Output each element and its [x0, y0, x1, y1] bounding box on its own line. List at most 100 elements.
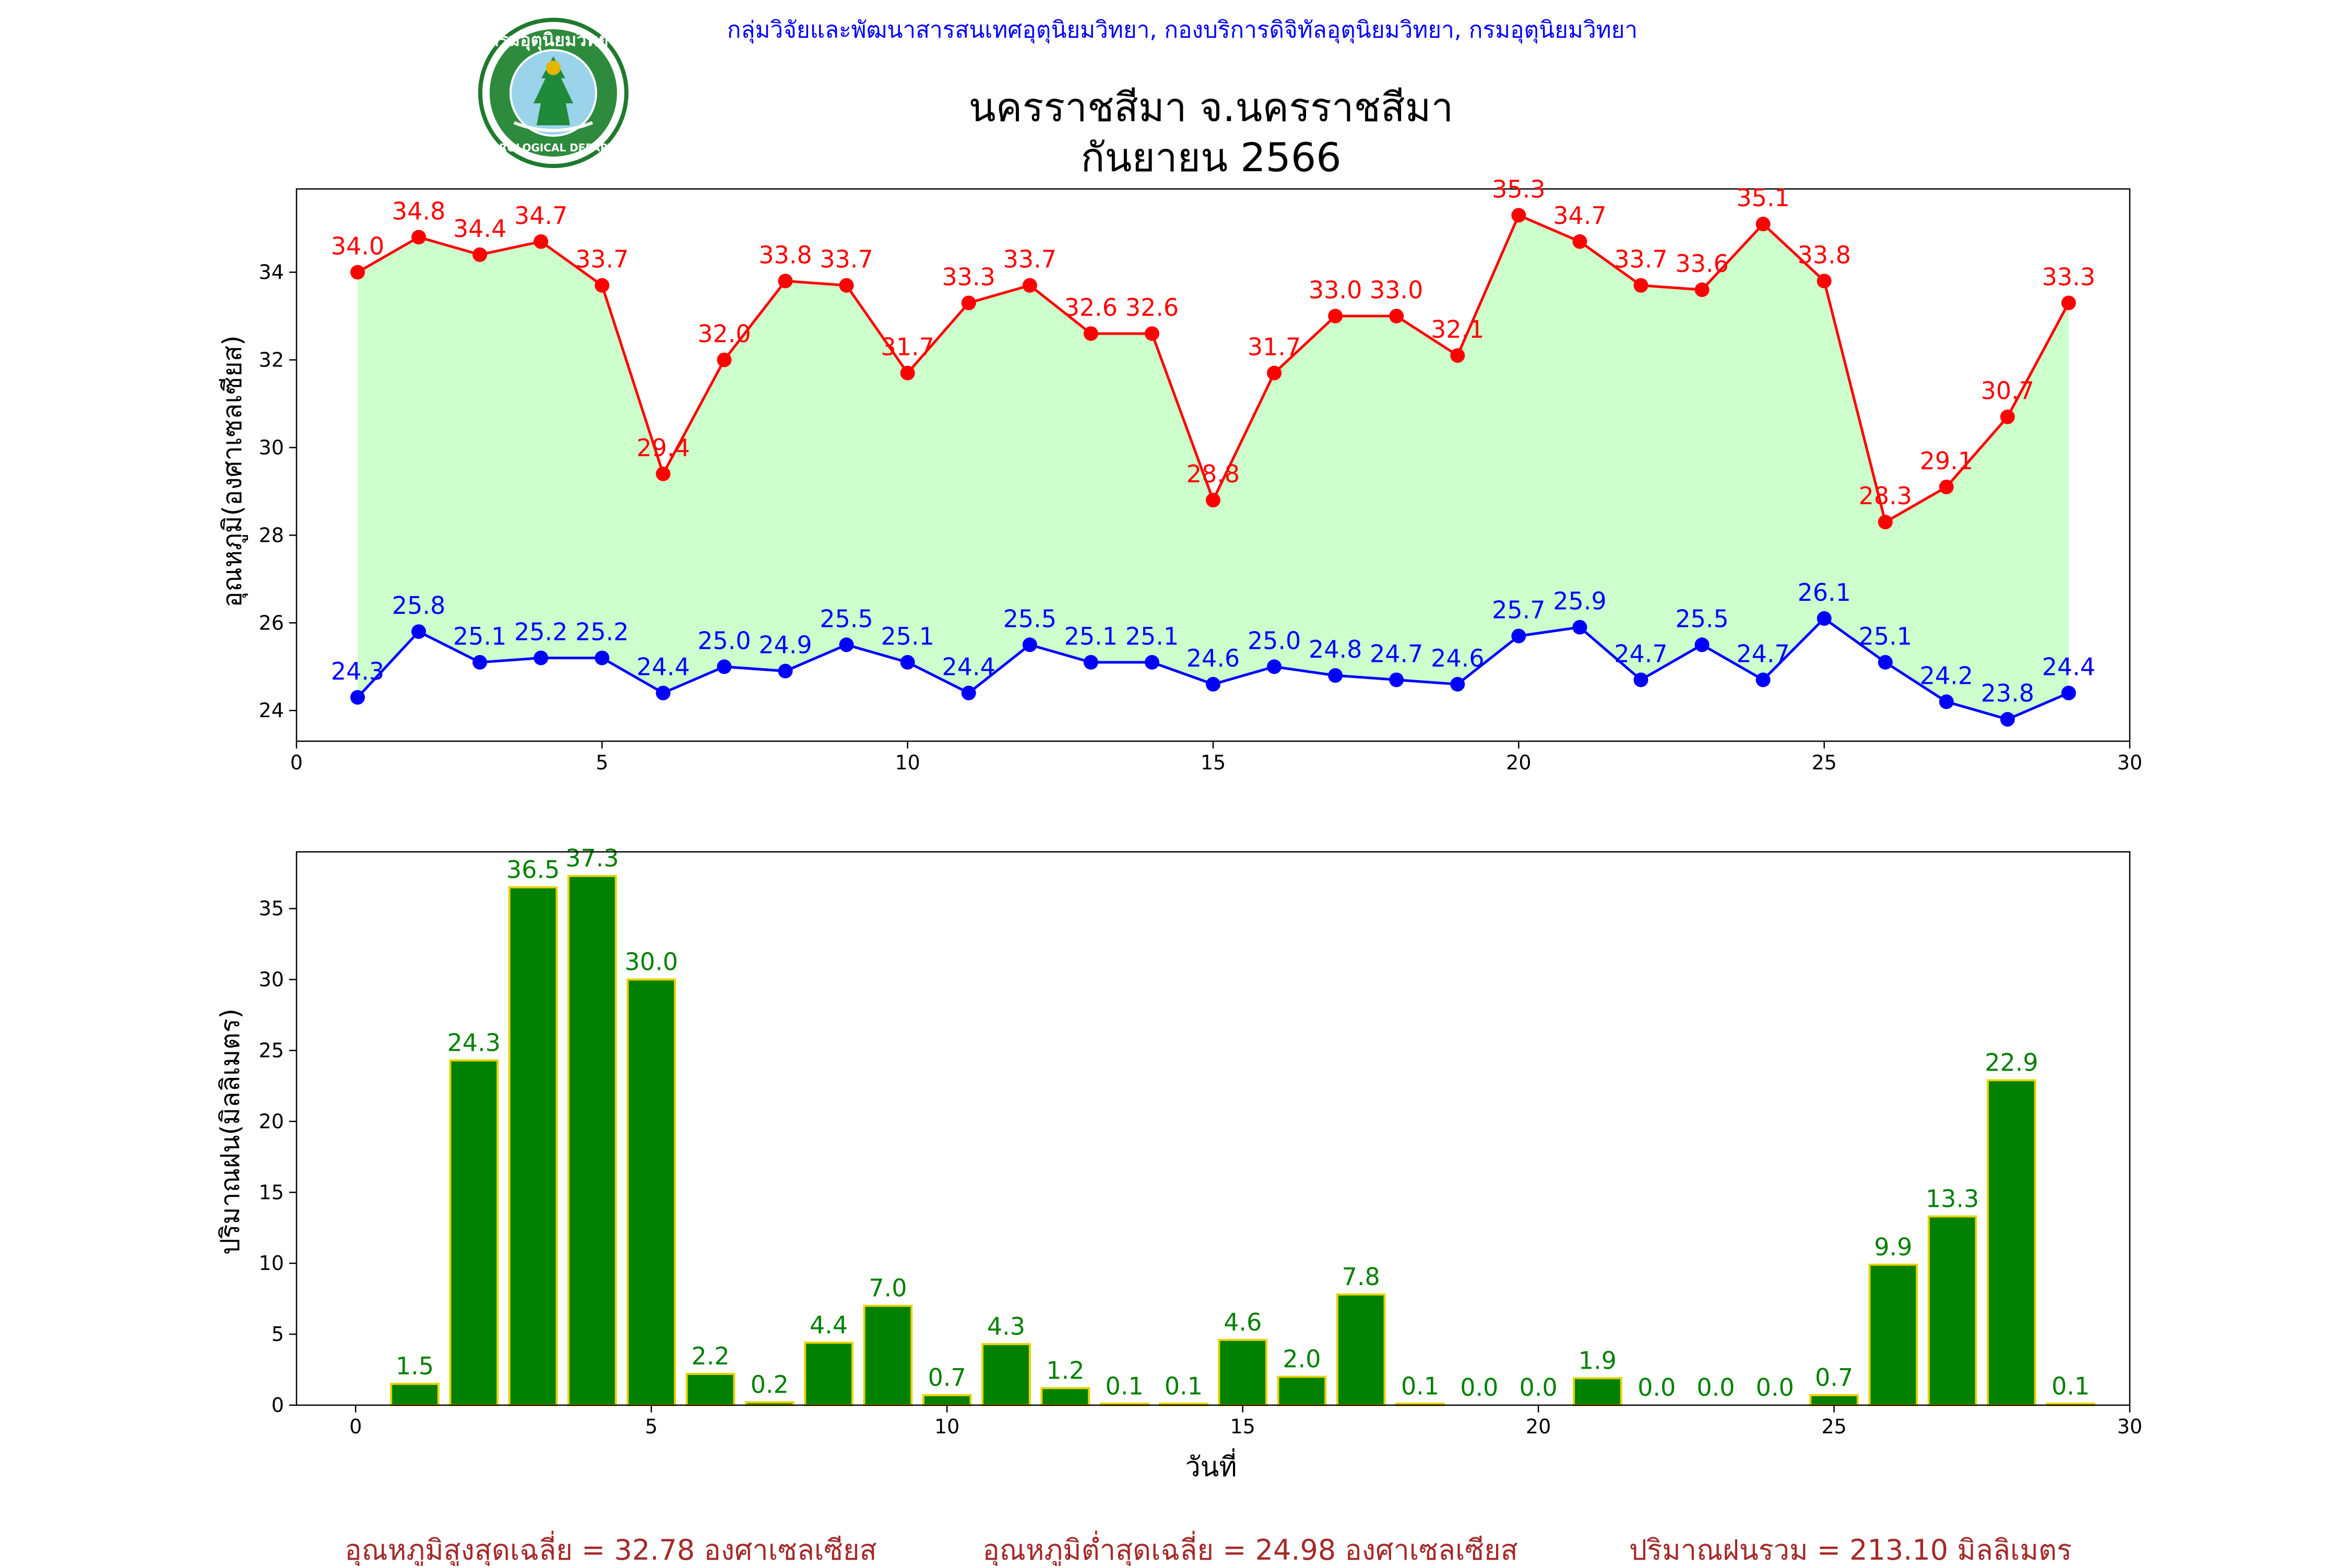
max-temperature-series: 34.0 34.8 34.4 34.7 33.7 29.4 32.0 33.8 33.7 31.7…: [331, 175, 2095, 530]
rainfall-data-label: 4.6: [1224, 1308, 1262, 1336]
meteorological-department-logo: กรมอุตุนิยมวิทยา METEOROLOGICAL DEPARTME…: [458, 18, 648, 168]
min-temperature-data-label: 24.6: [1431, 644, 1484, 672]
min-temperature-point: [1144, 655, 1159, 670]
min-temperature-data-label: 25.1: [453, 622, 506, 650]
rainfall-data-label: 0.7: [928, 1363, 966, 1392]
rainfall-bars: 1.5 24.3 36.5 37.3 30.0 2.2 0.2 4.4 7.0 0.7 4.3 1.2…: [390, 844, 2096, 1407]
max-temperature-data-label: 28.8: [1187, 460, 1240, 488]
max-temperature-data-label: 34.8: [392, 197, 445, 225]
min-temperature-data-label: 25.0: [1248, 626, 1301, 655]
rainfall-x-tick-label: 25: [1821, 1415, 1846, 1438]
max-temperature-data-label: 33.8: [1797, 241, 1850, 269]
rainfall-x-tick-label: 10: [934, 1415, 959, 1438]
max-temperature-data-label: 35.3: [1492, 175, 1545, 203]
temperature-x-tick-label: 30: [2117, 751, 2142, 774]
min-temperature-point: [839, 637, 854, 652]
min-temperature-data-label: 25.5: [820, 604, 873, 633]
rainfall-bar: [1809, 1394, 1859, 1407]
max-temperature-data-label: 33.7: [1614, 245, 1667, 274]
min-temperature-data-label: 24.4: [636, 653, 690, 681]
max-temperature-data-label: 33.3: [942, 263, 995, 291]
min-temperature-data-label: 23.8: [1981, 679, 2034, 707]
rainfall-bar: [1573, 1377, 1622, 1406]
min-temperature-point: [1755, 672, 1771, 687]
temperature-x-tick-label: 20: [1506, 751, 1531, 774]
temperature-y-axis-label: อุณหภูมิ(องศาเซลเซียส): [217, 335, 248, 607]
temperature-axes: 0 5 10 15 20 25 30 24 26 28 30 32 34: [259, 188, 2142, 774]
temperature-x-tick-label: 5: [596, 751, 608, 774]
rainfall-y-tick-label: 25: [259, 1039, 284, 1062]
rainfall-bar: [1040, 1387, 1090, 1406]
max-temperature-point: [472, 247, 488, 262]
rainfall-data-label: 1.5: [396, 1352, 434, 1380]
max-temperature-point: [1694, 282, 1710, 298]
rainfall-chart: 1.5 24.3 36.5 37.3 30.0 2.2 0.2 4.4 7.0 0.7 4.3 1.2…: [215, 844, 2142, 1483]
max-temperature-data-label: 33.7: [575, 245, 628, 274]
max-temperature-data-label: 33.0: [1370, 276, 1423, 304]
min-temperature-point: [717, 659, 732, 674]
max-temperature-point: [1389, 308, 1404, 324]
min-temperature-data-label: 25.5: [1003, 604, 1057, 633]
rainfall-bar: [1987, 1079, 2036, 1407]
rainfall-data-label: 0.1: [1105, 1372, 1143, 1400]
min-temperature-data-label: 25.7: [1492, 596, 1545, 624]
max-temperature-point: [411, 230, 426, 245]
max-temperature-point: [1022, 278, 1037, 293]
max-temperature-data-label: 33.8: [758, 241, 812, 269]
rainfall-data-label: 4.3: [987, 1312, 1025, 1340]
rainfall-y-tick-label: 30: [259, 968, 284, 991]
max-temperature-point: [1939, 479, 1954, 494]
min-temperature-point: [1083, 655, 1098, 670]
max-temperature-data-label: 30.7: [1981, 377, 2034, 405]
max-temperature-data-label: 33.0: [1309, 276, 1362, 304]
max-temperature-data-label: 34.7: [514, 201, 567, 230]
max-temperature-point: [1878, 515, 1893, 530]
rainfall-x-axis-label: วันที่: [1185, 1448, 1237, 1483]
min-temperature-data-label: 25.1: [1859, 622, 1912, 650]
min-temperature-point: [1633, 672, 1648, 687]
max-temperature-data-label: 32.6: [1125, 293, 1179, 322]
max-temperature-data-label: 31.7: [881, 333, 934, 361]
rainfall-bar: [863, 1304, 913, 1407]
min-temperature-point: [900, 655, 915, 670]
agency-line: กลุ่มวิจัยและพัฒนาสารสนเทศอุตุนิยมวิทยา,…: [727, 17, 1638, 44]
rainfall-y-tick-label: 20: [259, 1110, 284, 1133]
max-temperature-point: [656, 466, 671, 481]
rainfall-data-label: 24.3: [447, 1029, 501, 1057]
rainfall-data-label: 1.2: [1046, 1356, 1084, 1384]
max-temperature-point: [1633, 278, 1648, 293]
temperature-y-tick-label: 24: [259, 699, 284, 722]
rainfall-x-tick-label: 20: [1526, 1415, 1551, 1438]
min-temperature-data-label: 24.4: [2042, 653, 2095, 681]
min-temperature-data-label: 24.6: [1187, 644, 1240, 672]
rainfall-data-label: 22.9: [1985, 1049, 2038, 1077]
max-temperature-point: [1083, 326, 1098, 341]
temperature-x-tick-label: 10: [895, 751, 920, 774]
max-temperature-data-label: 34.0: [331, 232, 384, 260]
temperature-y-tick-label: 34: [259, 261, 284, 284]
rainfall-axes: 0 5 10 15 20 25 30 0 5 10 15 20 25 30 35: [259, 851, 2142, 1438]
max-temperature-data-label: 29.4: [636, 434, 690, 462]
min-temperature-point: [533, 650, 549, 666]
max-temperature-point: [1144, 326, 1159, 341]
rainfall-data-label: 0.1: [1165, 1372, 1203, 1400]
min-temperature-point: [350, 690, 365, 705]
rainfall-data-label: 37.3: [565, 844, 619, 872]
max-temperature-data-label: 34.4: [453, 215, 506, 243]
min-temperature-data-label: 25.2: [575, 617, 628, 646]
rainfall-data-label: 4.4: [810, 1311, 848, 1339]
rainfall-data-label: 0.0: [1696, 1373, 1735, 1401]
max-temperature-point: [1206, 493, 1220, 508]
min-temperature-series: 24.325.825.1 25.2 25.224.425.0 24.925.525.1…: [331, 578, 2095, 727]
min-temperature-data-label: 25.5: [1675, 604, 1728, 633]
rainfall-data-label: 7.8: [1342, 1263, 1380, 1291]
rainfall-data-label: 2.0: [1283, 1345, 1321, 1373]
logo-text-bottom: METEOROLOGICAL DEPARTMENT: [458, 141, 648, 154]
min-temperature-data-label: 24.8: [1309, 635, 1362, 663]
min-temperature-data-label: 24.7: [1736, 639, 1789, 668]
min-temperature-data-label: 25.2: [514, 617, 567, 646]
temperature-y-tick-label: 32: [259, 348, 284, 371]
rainfall-x-tick-label: 30: [2117, 1415, 2142, 1438]
rainfall-bar: [922, 1394, 972, 1407]
max-temperature-point: [533, 234, 549, 249]
